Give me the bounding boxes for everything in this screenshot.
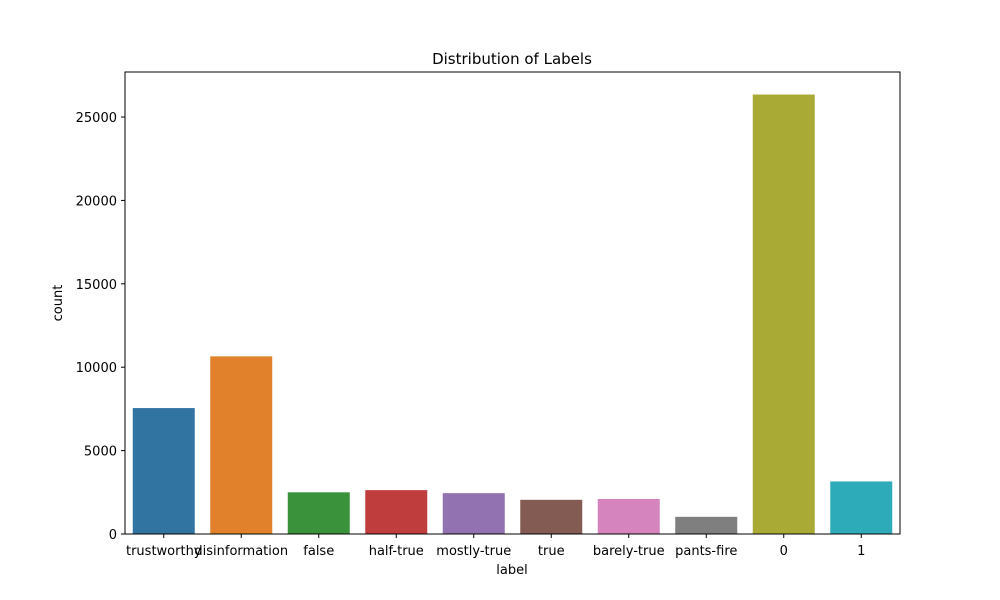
x-tick-label: true [538,544,565,559]
x-tick-label: trustworthy [126,544,202,559]
x-tick-label: mostly-true [436,544,511,559]
chart-title: Distribution of Labels [432,50,592,68]
y-tick-label: 10000 [76,361,117,376]
bar-1 [830,481,893,534]
x-tick-label: false [303,544,334,559]
x-tick-label: 1 [857,544,865,559]
bar-false [287,492,350,534]
y-tick-label: 20000 [76,194,117,209]
y-tick-label: 25000 [76,111,117,126]
bar-trustworthy [132,408,195,534]
bar-0 [752,94,815,535]
bar-mostly-true [442,493,505,534]
plot-frame [124,71,901,535]
x-tick-label: half-true [369,544,424,559]
y-axis-label: count [51,285,66,322]
bar-half-true [365,490,428,534]
bar-barely-true [597,498,660,534]
bar-true [520,499,583,534]
x-tick-label: disinformation [194,544,288,559]
y-tick-label: 0 [109,528,117,543]
bars-group [132,94,893,535]
y-tick-label: 15000 [76,278,117,293]
y-tick-label: 5000 [84,445,117,460]
x-tick-label: pants-fire [675,544,737,559]
bar-disinformation [210,356,273,534]
x-tick-label: barely-true [593,544,665,559]
x-tick-label: 0 [780,544,788,559]
y-axis: 0 5000 10000 15000 20000 25000 [76,111,125,543]
x-axis-label: label [496,563,527,578]
bar-pants-fire [675,516,738,534]
